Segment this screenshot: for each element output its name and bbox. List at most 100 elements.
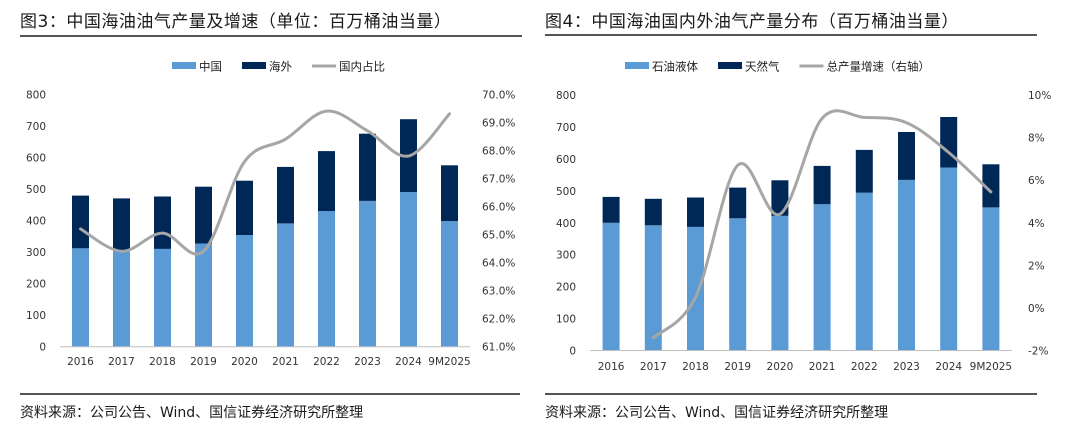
bar-石油液体-9M2025: [982, 207, 1000, 351]
bar-天然气-2023: [898, 132, 915, 180]
bar-海外-2023: [359, 133, 376, 201]
left-axis-tick-label: 800: [26, 89, 46, 101]
legend-label: 石油液体: [652, 60, 698, 74]
x-axis-tick-label: 2017: [108, 356, 135, 368]
bar-石油液体-2017: [644, 225, 662, 351]
left-axis-tick-label: 100: [556, 314, 576, 326]
right-axis-tick-label: 62.0%: [482, 314, 515, 326]
x-axis-tick-label: 2020: [231, 356, 258, 368]
bar-中国-2016: [72, 248, 89, 347]
x-axis-tick-label: 2017: [640, 361, 667, 373]
bar-天然气-2018: [687, 197, 704, 227]
bar-天然气-2016: [602, 196, 620, 223]
bar-石油液体-2018: [687, 226, 704, 351]
bar-石油液体-2016: [602, 222, 620, 351]
legend-label: 国内占比: [339, 60, 385, 74]
left-axis-tick-label: 0: [569, 346, 576, 358]
legend-label: 海外: [269, 60, 292, 74]
figure-3-panel: 图3：中国海油油气产量及增速（单位：百万桶油当量） 0 100 200 300 400 5…: [20, 12, 522, 421]
figure-4-chart: 0 100 200 300 400 500 600 700 800 -2% 0% 2% 4% 6% 8% 10…: [556, 60, 1051, 374]
left-axis-tick-label: 400: [26, 216, 46, 228]
left-axis-tick-label: 800: [556, 90, 576, 102]
right-axis-tick-label: 65.0%: [482, 230, 515, 242]
bar-中国-2019: [195, 243, 212, 347]
line-国内占比: [79, 109, 451, 256]
figure-3-title: 图3：中国海油油气产量及增速（单位：百万桶油当量）: [20, 12, 452, 32]
left-axis-tick-label: 300: [556, 250, 576, 262]
bar-天然气-2020: [771, 180, 789, 216]
bar-海外-2016: [72, 195, 89, 249]
legend-swatch: [242, 62, 266, 69]
bar-海外-2022: [318, 151, 335, 211]
x-axis-tick-label: 2018: [149, 356, 176, 368]
line-points: [653, 117, 991, 338]
x-axis-tick-label: 2019: [190, 356, 217, 368]
right-axis-tick-label: 63.0%: [482, 286, 515, 298]
bar-天然气-2024: [940, 117, 958, 168]
bar-海外-9M2025: [441, 165, 458, 222]
bar-石油液体-2021: [813, 204, 831, 351]
left-axis-tick-label: 0: [39, 342, 46, 354]
bar-中国-9M2025: [441, 221, 458, 347]
legend-swatch: [625, 62, 649, 69]
bars: [72, 119, 458, 347]
right-axis-tick-label: 66.0%: [482, 201, 515, 213]
x-axis-tick-label: 2023: [893, 361, 920, 373]
right-axis-tick-label: 68.0%: [482, 145, 515, 157]
bar-海外-2021: [277, 166, 294, 224]
bar-中国-2018: [154, 248, 171, 347]
legend-swatch: [172, 62, 196, 69]
x-axis-tick-label: 2022: [851, 361, 878, 373]
figure-3-source: 资料来源：公司公告、Wind、国信证券经济研究所整理: [20, 405, 364, 421]
bar-石油液体-2023: [898, 180, 915, 351]
left-axis-tick-label: 700: [556, 122, 576, 134]
bar-石油液体-2022: [855, 192, 873, 351]
x-axis-tick-label: 2023: [354, 356, 381, 368]
left-axis-tick-label: 400: [556, 218, 576, 230]
figure-3-header-rule: [20, 35, 522, 37]
bar-石油液体-2019: [729, 218, 747, 351]
right-axis-tick-label: 70.0%: [482, 89, 515, 101]
left-axis-tick-label: 200: [556, 282, 576, 294]
right-axis-tick-label: 2%: [1028, 260, 1045, 272]
left-axis-tick-label: 300: [26, 247, 46, 259]
legend-swatch: [718, 62, 742, 69]
figure-4-panel: 图4：中国海油国内外油气产量分布（百万桶油当量） 0 100 200 300 400 50…: [540, 0, 1080, 443]
line-points: [80, 111, 450, 252]
x-axis-tick-label: 2021: [809, 361, 836, 373]
left-axis-tick-label: 600: [556, 154, 576, 166]
bar-中国-2020: [236, 235, 253, 347]
x-axis: 2016 2017 2018 2019 2020 2021 2022 2023 2024 9M20…: [598, 361, 1012, 373]
right-axis-tick-label: 61.0%: [482, 342, 515, 354]
x-axis-tick-label: 9M2025: [970, 361, 1012, 373]
bar-天然气-2022: [855, 149, 873, 193]
legend: 中国 海外 国内占比: [172, 60, 385, 74]
bars: [602, 117, 1000, 351]
x-axis-tick-label: 2019: [724, 361, 751, 373]
bar-石油液体-2020: [771, 215, 789, 351]
legend-label: 天然气: [745, 60, 780, 74]
bar-中国-2017: [113, 250, 130, 347]
left-axis-tick-label: 700: [26, 121, 46, 133]
right-axis-tick-label: 69.0%: [482, 117, 515, 129]
left-axis-tick-label: 500: [26, 184, 46, 196]
x-axis-tick-label: 2016: [598, 361, 625, 373]
x-axis-tick-label: 2024: [935, 361, 962, 373]
x-axis-tick-label: 9M2025: [428, 356, 470, 368]
x-axis: 2016 2017 2018 2019 2020 2021 2022 2023 2024 9M20…: [67, 356, 471, 368]
right-axis-tick-label: 64.0%: [482, 258, 515, 270]
legend-label: 总产量增速（右轴）: [827, 60, 931, 74]
right-axis-tick-label: 67.0%: [482, 173, 515, 185]
right-axis: 61.0% 62.0% 63.0% 64.0% 65.0% 66.0% 67.0% 68.0%…: [482, 89, 515, 353]
left-axis-tick-label: 100: [26, 310, 46, 322]
right-axis: -2% 0% 2% 4% 6% 8% 10%: [1028, 90, 1051, 358]
right-axis-tick-label: 10%: [1028, 90, 1051, 102]
bar-中国-2024: [400, 192, 417, 347]
figure-4-title: 图4：中国海油国内外油气产量分布（百万桶油当量）: [545, 12, 959, 32]
right-axis-tick-label: -2%: [1028, 346, 1048, 358]
bar-海外-2020: [236, 180, 253, 235]
right-axis-tick-label: 8%: [1028, 133, 1045, 145]
x-axis-tick-label: 2024: [395, 356, 422, 368]
bar-中国-2023: [359, 200, 376, 347]
figure-4-footer-rule: [545, 393, 1037, 395]
